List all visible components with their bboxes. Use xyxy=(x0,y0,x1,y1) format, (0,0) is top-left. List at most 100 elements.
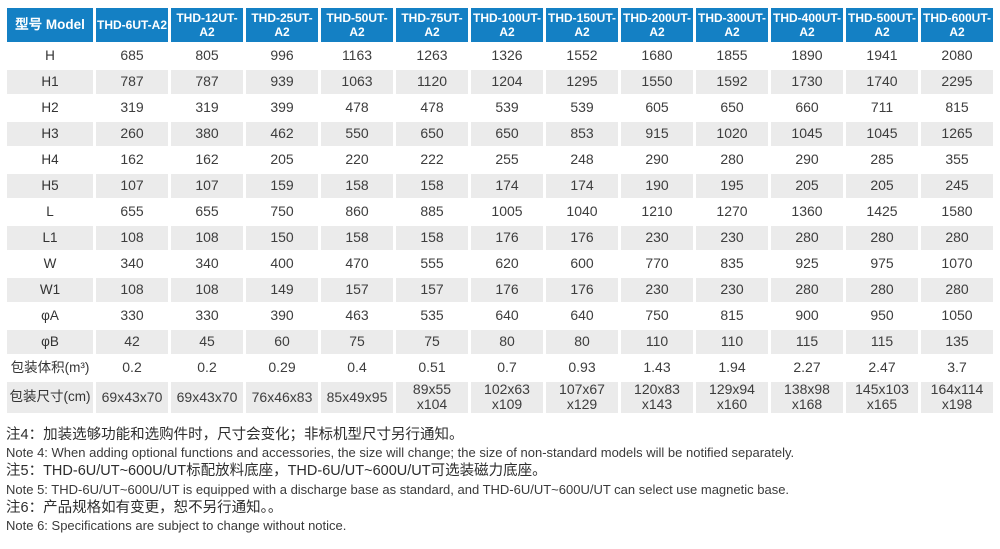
table-cell: 158 xyxy=(321,226,393,250)
table-cell: 1040 xyxy=(566,203,598,220)
table-cell: 145x103 x165 xyxy=(846,381,918,413)
table-cell: 655 xyxy=(120,203,144,220)
table-cell: 222 xyxy=(420,151,444,168)
spec-table-header: 型号 Model THD-6UT-A2 THD-12UT-A2 THD-25UT-A2… xyxy=(7,8,993,42)
table-cell: 550 xyxy=(321,122,393,146)
table-row-H4: H4 162 162 205 220 222 255 248 290 280 290 285 355 xyxy=(7,148,993,172)
table-cell: 1204 xyxy=(471,70,543,94)
spec-table-body: H 685 805 996 1163 1263 1326 1552 1680 1855 1890 19… xyxy=(7,44,993,413)
table-cell: 640 xyxy=(495,307,519,324)
table-cell: 205 xyxy=(846,174,918,198)
table-cell: 108 xyxy=(96,278,168,302)
table-cell: 245 xyxy=(921,174,993,198)
column-header-1: THD-12UT-A2 xyxy=(171,8,243,42)
table-cell: 399 xyxy=(270,99,294,116)
footnotes: 注4：加装选够功能和选购件时，尺寸会变化；非标机型尺寸另行通知。 Note 4:… xyxy=(6,427,996,535)
table-cell: 255 xyxy=(495,151,519,168)
row-label: H2 xyxy=(41,99,59,115)
table-cell: 1270 xyxy=(716,203,748,220)
table-cell: 750 xyxy=(270,203,294,220)
table-cell: 260 xyxy=(96,122,168,146)
table-cell: 89x55 x104 xyxy=(396,381,468,413)
table-cell: 174 xyxy=(546,174,618,198)
column-header-10: THD-500UT-A2 xyxy=(846,8,918,42)
table-cell: 205 xyxy=(270,151,294,168)
table-cell: 770 xyxy=(645,255,669,272)
table-cell: 1855 xyxy=(716,47,748,64)
table-cell: 650 xyxy=(471,122,543,146)
table-cell: 158 xyxy=(396,174,468,198)
table-cell: 319 xyxy=(195,99,219,116)
table-cell: 1295 xyxy=(546,70,618,94)
row-label: 包装体积(m³) xyxy=(10,359,90,375)
table-cell: 80 xyxy=(546,330,618,354)
table-cell: 860 xyxy=(345,203,369,220)
table-cell: 0.51 xyxy=(418,359,446,376)
row-label: H4 xyxy=(41,151,59,167)
table-cell: 950 xyxy=(870,307,894,324)
table-cell: 355 xyxy=(945,151,969,168)
table-cell: 195 xyxy=(696,174,768,198)
table-cell: 108 xyxy=(171,278,243,302)
table-cell: 650 xyxy=(396,122,468,146)
table-cell: 0.7 xyxy=(497,359,517,376)
table-cell: 2.47 xyxy=(868,359,896,376)
note4-zh: 注4：加装选够功能和选购件时，尺寸会变化；非标机型尺寸另行通知。 xyxy=(6,426,464,443)
table-cell: 1890 xyxy=(791,47,823,64)
table-cell: 162 xyxy=(120,151,144,168)
table-cell: 1550 xyxy=(621,70,693,94)
row-label: H xyxy=(45,47,55,63)
header-row: 型号 Model THD-6UT-A2 THD-12UT-A2 THD-25UT-A2… xyxy=(7,8,993,42)
table-cell: 996 xyxy=(270,47,294,64)
table-cell: 60 xyxy=(246,330,318,354)
table-cell: 330 xyxy=(195,307,219,324)
table-cell: 157 xyxy=(321,278,393,302)
table-cell: 2080 xyxy=(941,47,973,64)
table-cell: 285 xyxy=(870,151,894,168)
table-row-H1: H1 787 787 939 1063 1120 1204 1295 1550 1592 1730 1… xyxy=(7,70,993,94)
table-cell: 1326 xyxy=(491,47,523,64)
table-cell: 164x114 x198 xyxy=(921,381,993,413)
table-row-φA: φA 330 330 390 463 535 640 640 750 815 900 950 1050 xyxy=(7,304,993,328)
table-cell: 248 xyxy=(570,151,594,168)
table-cell: 390 xyxy=(270,307,294,324)
table-cell: 107 xyxy=(96,174,168,198)
table-cell: 157 xyxy=(396,278,468,302)
table-cell: 75 xyxy=(396,330,468,354)
table-cell: 885 xyxy=(420,203,444,220)
table-cell: 1063 xyxy=(321,70,393,94)
table-cell: 110 xyxy=(696,330,768,354)
table-cell: 69x43x70 xyxy=(96,382,168,413)
table-cell: 149 xyxy=(246,278,318,302)
table-row-包装体积(m³): 包装体积(m³) 0.2 0.2 0.29 0.4 0.51 0.7 0.93 1.43 1.94… xyxy=(7,356,993,380)
table-cell: 1425 xyxy=(866,203,898,220)
table-cell: 1552 xyxy=(566,47,598,64)
table-cell: 660 xyxy=(795,99,819,116)
table-cell: 85x49x95 xyxy=(321,382,393,413)
table-cell: 176 xyxy=(546,278,618,302)
note6-en: Note 6: Specifications are subject to ch… xyxy=(6,518,347,534)
table-cell: 159 xyxy=(246,174,318,198)
table-row-φB: φB 42 45 60 75 75 80 80 110 110 115 115 135 xyxy=(7,330,993,354)
table-cell: 176 xyxy=(471,226,543,250)
table-cell: 975 xyxy=(870,255,894,272)
table-cell: 108 xyxy=(96,226,168,250)
table-row-包装尺寸(cm): 包装尺寸(cm) 69x43x70 69x43x70 76x46x83 85x49x95… xyxy=(7,381,993,413)
table-cell: 340 xyxy=(195,255,219,272)
table-cell: 280 xyxy=(771,226,843,250)
column-header-4: THD-75UT-A2 xyxy=(396,8,468,42)
table-cell: 535 xyxy=(420,307,444,324)
column-header-0: THD-6UT-A2 xyxy=(96,8,168,42)
table-cell: 539 xyxy=(570,99,594,116)
table-cell: 1580 xyxy=(941,203,973,220)
table-cell: 1020 xyxy=(696,122,768,146)
row-label: 包装尺寸(cm) xyxy=(7,382,93,413)
table-cell: 1210 xyxy=(641,203,673,220)
table-cell: 205 xyxy=(771,174,843,198)
table-row-H: H 685 805 996 1163 1263 1326 1552 1680 1855 1890 19… xyxy=(7,44,993,68)
table-cell: 750 xyxy=(645,307,669,324)
table-cell: 478 xyxy=(420,99,444,116)
table-cell: 685 xyxy=(120,47,144,64)
table-cell: 600 xyxy=(570,255,594,272)
